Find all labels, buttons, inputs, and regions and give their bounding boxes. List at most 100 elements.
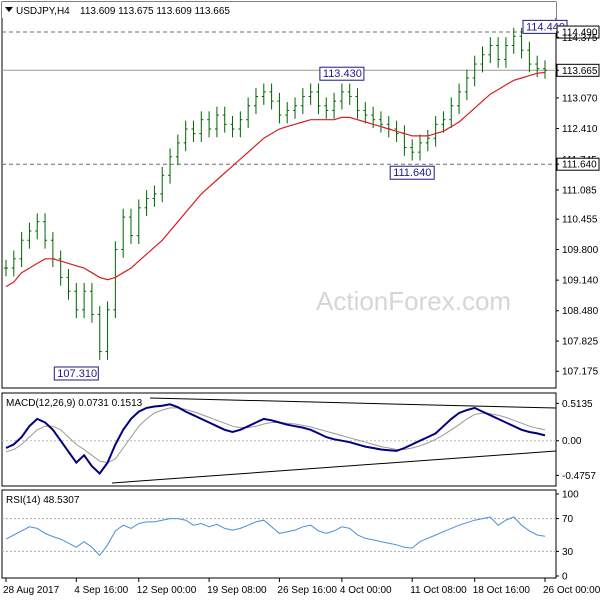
price-bar — [246, 97, 251, 129]
macd-tick-label: -0.4757 — [562, 471, 596, 482]
price-bar — [527, 41, 532, 73]
time-tick-label: 19 Sep 08:00 — [207, 585, 267, 596]
price-tick-label: 114.490 — [562, 28, 598, 39]
price-bar — [175, 134, 180, 166]
price-bar — [19, 231, 24, 268]
price-bar — [238, 111, 243, 138]
price-bar — [457, 83, 462, 115]
price-tick-label: 107.175 — [562, 367, 599, 378]
annotation-label: 111.640 — [393, 167, 431, 179]
price-bar — [58, 250, 63, 286]
price-bar — [121, 208, 126, 258]
macd-lower-trendline — [111, 450, 557, 484]
price-bar — [316, 83, 321, 115]
price-tick-label: 113.070 — [562, 93, 598, 104]
price-bar — [214, 106, 219, 138]
time-tick-label: 12 Sep 00:00 — [137, 585, 197, 596]
price-bar — [183, 120, 188, 152]
time-axis: 28 Aug 2017 4 Sep 16:00 12 Sep 00:00 19 Sep… — [3, 578, 600, 596]
rsi-axis: 100 70 30 0 — [556, 490, 579, 583]
price-bar — [347, 83, 352, 105]
price-annotation: 113.430 — [319, 66, 365, 81]
price-bar — [222, 106, 227, 133]
price-bar — [253, 88, 258, 115]
price-tick-label: 108.480 — [562, 306, 599, 317]
price-bar — [261, 83, 266, 105]
price-bar — [105, 301, 110, 360]
price-bar — [11, 250, 16, 277]
price-bar — [472, 55, 477, 87]
price-bar — [269, 83, 274, 110]
price-tick-label: 112.410 — [562, 124, 598, 135]
rsi-levels — [2, 518, 556, 552]
price-bar — [82, 282, 87, 319]
price-bar — [27, 222, 32, 249]
price-annotations: 114.440 113.430 111.640 107.310 — [53, 19, 568, 381]
price-annotation: 107.310 — [53, 366, 99, 381]
annotation-label: 107.310 — [57, 368, 97, 380]
price-header-title: USDJPY,H4 — [16, 6, 70, 17]
price-tick-label: 113.665 — [562, 66, 598, 77]
price-bar — [543, 60, 547, 79]
macd-panel: MACD(12,26,9) 0.0731 0.1513 — [1, 392, 557, 487]
price-bar — [230, 115, 235, 138]
rsi-tick-label: 70 — [562, 514, 574, 525]
macd-line — [5, 403, 546, 476]
rsi-panel-frame — [1, 489, 557, 579]
price-panel-frame — [1, 1, 557, 389]
price-bar — [74, 282, 79, 319]
price-bar — [168, 148, 173, 184]
macd-axis: 0.5135 0.00 -0.4757 — [556, 399, 596, 482]
price-bar — [488, 37, 493, 64]
price-tick-label: 107.825 — [562, 337, 599, 348]
price-bar — [339, 83, 344, 110]
price-axis: 114.490114.375113.665113.070112.410111.7… — [556, 25, 600, 378]
price-bar — [4, 259, 8, 277]
rsi-line — [5, 516, 546, 557]
time-tick-label: 28 Aug 2017 — [3, 585, 60, 596]
price-bars — [4, 27, 547, 360]
annotation-label: 113.430 — [323, 68, 362, 80]
horizontal-levels — [2, 31, 556, 165]
price-bar — [207, 111, 212, 138]
price-bar — [43, 213, 48, 249]
rsi-panel: RSI(14) 48.5307 — [1, 489, 557, 579]
price-bar — [363, 102, 368, 124]
price-bar — [332, 92, 337, 119]
price-bar — [378, 111, 383, 133]
price-tick-label: 110.455 — [562, 215, 598, 226]
price-bar — [449, 97, 454, 129]
panel-collapse-icon[interactable] — [5, 7, 13, 12]
rsi-tick-label: 30 — [562, 547, 574, 558]
time-tick-label: 26 Oct 00:00 — [543, 585, 600, 596]
price-bar — [355, 88, 360, 119]
rsi-tick-label: 100 — [562, 490, 579, 501]
price-bar — [418, 134, 423, 161]
price-bar — [425, 129, 430, 152]
price-panel-header-bg — [2, 2, 556, 18]
price-bar — [128, 208, 133, 244]
price-bar — [285, 102, 290, 124]
rsi-header: RSI(14) 48.5307 — [6, 495, 80, 506]
macd-header: MACD(12,26,9) 0.0731 0.1513 — [6, 398, 143, 409]
price-bar — [410, 139, 415, 161]
price-bar — [89, 282, 94, 323]
macd-signal-line — [5, 407, 546, 464]
price-bar — [511, 27, 516, 54]
price-bar — [293, 97, 298, 119]
macd-tick-label: 0.00 — [562, 436, 582, 447]
price-tick-label: 109.140 — [562, 276, 599, 287]
time-tick-label: 4 Sep 16:00 — [74, 585, 128, 596]
price-bar — [324, 97, 329, 119]
price-bar — [97, 306, 102, 360]
price-bar — [35, 213, 40, 240]
price-bar — [277, 92, 282, 124]
price-tick-label: 114.375 — [562, 33, 598, 44]
rsi-tick-label: 0 — [562, 572, 568, 583]
price-tick-label: 111.640 — [562, 160, 597, 171]
watermark: ActionForex.com — [316, 286, 511, 316]
annotation-label: 114.440 — [526, 21, 565, 33]
time-tick-label: 11 Oct 08:00 — [410, 585, 467, 596]
macd-upper-trendline — [149, 397, 557, 409]
